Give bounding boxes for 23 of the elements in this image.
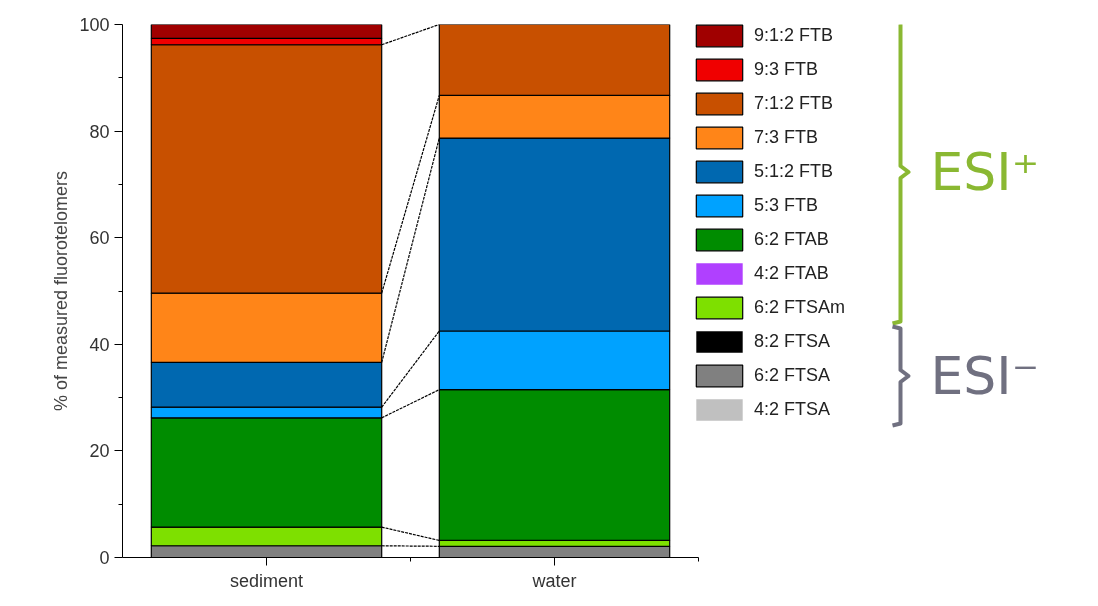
y-tick-label: 60 xyxy=(89,228,110,249)
text: ESI⁻ xyxy=(930,346,1040,406)
x-tick-label: water xyxy=(531,570,577,591)
legend-label: 5:3 FTB xyxy=(754,194,819,217)
y-tick-label: 100 xyxy=(79,15,110,35)
legend-label: 9:3 FTB xyxy=(754,58,819,81)
legend-label: 7:1:2 FTB xyxy=(754,92,834,115)
legend-label: 6:2 FTSAm xyxy=(754,296,846,319)
y-tick-label: 40 xyxy=(89,334,110,355)
legend-label: 9:1:2 FTB xyxy=(754,24,834,47)
y-tick-label: 80 xyxy=(89,121,110,142)
y-tick-label: 0 xyxy=(99,548,110,568)
legend-label: 7:3 FTB xyxy=(754,126,819,149)
y-axis-title: % of measured fluorotelomers xyxy=(51,170,72,412)
legend-label: 4:2 FTSA xyxy=(754,398,831,421)
legend-label: 6:2 FTSA xyxy=(754,364,831,387)
legend-label: 8:2 FTSA xyxy=(754,330,831,353)
legend-label: 5:1:2 FTB xyxy=(754,160,834,183)
y-tick-label: 20 xyxy=(89,441,110,462)
text: ESI⁺ xyxy=(930,142,1040,202)
x-tick-label: sediment xyxy=(229,570,304,591)
legend-label: 6:2 FTAB xyxy=(754,228,829,251)
legend-label: 4:2 FTAB xyxy=(754,262,829,285)
